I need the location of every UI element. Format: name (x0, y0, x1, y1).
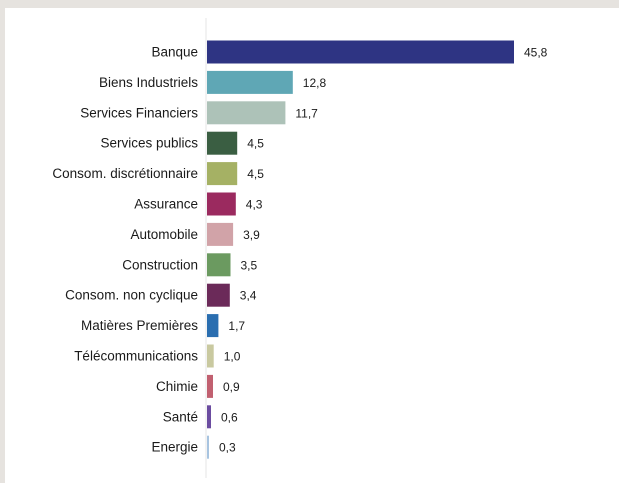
category-label: Télécommunications (74, 349, 198, 364)
value-label: 45,8 (524, 46, 548, 60)
value-label: 12,8 (303, 76, 327, 90)
category-label: Matières Premières (81, 318, 198, 333)
bar (207, 222, 234, 246)
bar (207, 131, 238, 155)
value-label: 4,5 (247, 167, 264, 181)
bar (207, 283, 230, 307)
category-label: Consom. discrétionnaire (52, 166, 198, 181)
bar (207, 101, 286, 125)
horizontal-bar-chart: Banque Biens Industriels Services Financie… (52, 18, 548, 478)
category-label: Services Financiers (80, 105, 198, 120)
value-label: 3,4 (240, 289, 257, 303)
bar (207, 374, 213, 398)
value-label: 3,9 (243, 228, 260, 242)
bar (207, 344, 214, 368)
bar (207, 40, 514, 64)
bar (207, 405, 211, 429)
value-label: 1,7 (228, 319, 245, 333)
value-label: 0,3 (219, 441, 236, 455)
category-label: Consom. non cyclique (65, 288, 198, 303)
category-label: Chimie (156, 379, 198, 394)
chart-card: Banque Biens Industriels Services Financie… (5, 8, 619, 483)
value-label: 0,9 (223, 380, 240, 394)
value-labels-group: 45,8 12,8 11,7 4,5 4,5 4,3 3,9 3,5 3,4 1,7 1,0 0,9 0… (219, 46, 548, 455)
category-label: Assurance (134, 197, 198, 212)
category-label: Construction (122, 257, 198, 272)
bar (207, 435, 209, 459)
value-label: 4,3 (246, 198, 263, 212)
bars-group (207, 40, 514, 459)
bar (207, 253, 231, 277)
value-label: 4,5 (247, 137, 264, 151)
category-label: Biens Industriels (99, 75, 198, 90)
category-label: Banque (151, 45, 198, 60)
value-label: 0,6 (221, 410, 238, 424)
bar (207, 314, 219, 338)
category-label: Santé (163, 409, 198, 424)
category-label: Services publics (100, 136, 198, 151)
category-label: Energie (151, 440, 198, 455)
bar (207, 70, 293, 94)
bar (207, 162, 238, 186)
category-labels-group: Banque Biens Industriels Services Financie… (52, 45, 198, 455)
value-label: 3,5 (241, 258, 258, 272)
value-label: 1,0 (224, 350, 241, 364)
bar (207, 192, 236, 216)
value-label: 11,7 (295, 106, 318, 120)
category-label: Automobile (130, 227, 198, 242)
